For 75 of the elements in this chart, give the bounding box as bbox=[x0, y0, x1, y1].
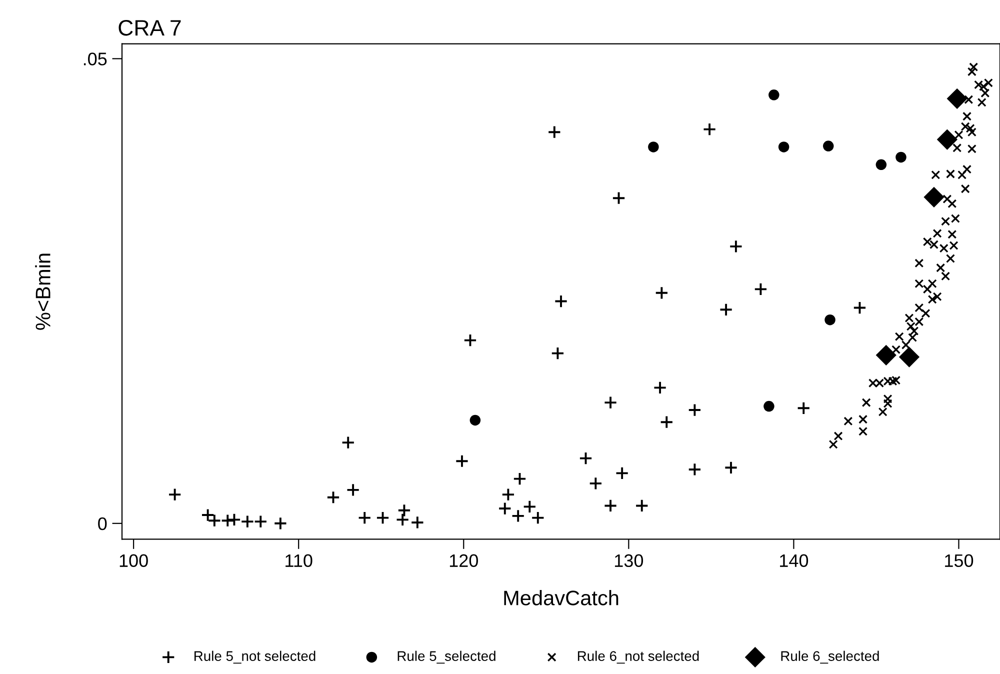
chart-title: CRA 7 bbox=[118, 20, 181, 36]
point bbox=[615, 466, 629, 480]
point bbox=[754, 282, 768, 296]
point bbox=[498, 502, 512, 516]
x-tick-label: 150 bbox=[945, 554, 974, 568]
point bbox=[470, 414, 481, 426]
point bbox=[876, 344, 896, 366]
point bbox=[511, 509, 525, 523]
point bbox=[896, 152, 906, 163]
x-tick-label: 140 bbox=[780, 554, 808, 568]
point bbox=[724, 460, 738, 474]
point bbox=[501, 488, 515, 502]
point bbox=[876, 159, 887, 170]
point bbox=[702, 122, 716, 136]
point bbox=[341, 436, 355, 450]
point bbox=[522, 500, 536, 514]
point bbox=[326, 490, 340, 504]
point bbox=[168, 488, 182, 502]
point bbox=[654, 286, 668, 300]
point bbox=[852, 300, 867, 315]
point bbox=[455, 454, 469, 468]
point bbox=[778, 142, 790, 152]
point bbox=[512, 472, 527, 486]
point bbox=[201, 508, 215, 522]
point bbox=[648, 142, 659, 152]
x-tick-label: 120 bbox=[450, 554, 478, 568]
x-axis-title: MedavCatch bbox=[504, 590, 618, 606]
point bbox=[729, 240, 743, 254]
point bbox=[660, 415, 674, 429]
point bbox=[796, 401, 810, 415]
point bbox=[768, 90, 780, 100]
point bbox=[898, 346, 920, 368]
point bbox=[220, 514, 234, 528]
point bbox=[604, 498, 618, 513]
point bbox=[822, 140, 834, 152]
point bbox=[604, 396, 618, 410]
point bbox=[548, 125, 562, 139]
point bbox=[274, 516, 288, 530]
x-tick-label: 110 bbox=[286, 554, 312, 568]
point bbox=[463, 334, 478, 348]
point bbox=[635, 498, 649, 513]
point bbox=[254, 514, 268, 528]
y-tick-label: 0 bbox=[98, 517, 107, 530]
point bbox=[410, 516, 424, 530]
x-tick-label: 130 bbox=[614, 554, 644, 568]
point bbox=[358, 511, 372, 525]
point bbox=[946, 88, 968, 109]
point bbox=[578, 452, 593, 466]
legend-label: Rule 6_selected bbox=[781, 650, 879, 664]
point bbox=[554, 294, 568, 308]
point bbox=[612, 191, 626, 205]
point bbox=[550, 346, 564, 360]
point bbox=[688, 403, 702, 417]
point bbox=[397, 504, 411, 518]
y-axis-title: %<Bmin bbox=[35, 254, 50, 330]
point bbox=[924, 186, 944, 208]
point bbox=[588, 476, 602, 490]
point bbox=[208, 514, 222, 528]
point bbox=[531, 511, 545, 525]
x-tick-label: 100 bbox=[120, 554, 148, 568]
point bbox=[688, 462, 702, 476]
point bbox=[346, 483, 360, 497]
legend-label: Rule 5_not selected bbox=[194, 650, 316, 664]
y-tick-label: .05 bbox=[84, 52, 107, 66]
point bbox=[653, 380, 667, 394]
point bbox=[719, 302, 733, 316]
legend-label: Rule 5_selected bbox=[398, 650, 496, 664]
point bbox=[936, 129, 958, 150]
point bbox=[240, 514, 254, 528]
point bbox=[376, 511, 390, 525]
point bbox=[227, 512, 242, 526]
point bbox=[764, 400, 774, 412]
point bbox=[396, 512, 410, 526]
point bbox=[824, 314, 836, 326]
legend-label: Rule 6_not selected bbox=[578, 650, 699, 664]
